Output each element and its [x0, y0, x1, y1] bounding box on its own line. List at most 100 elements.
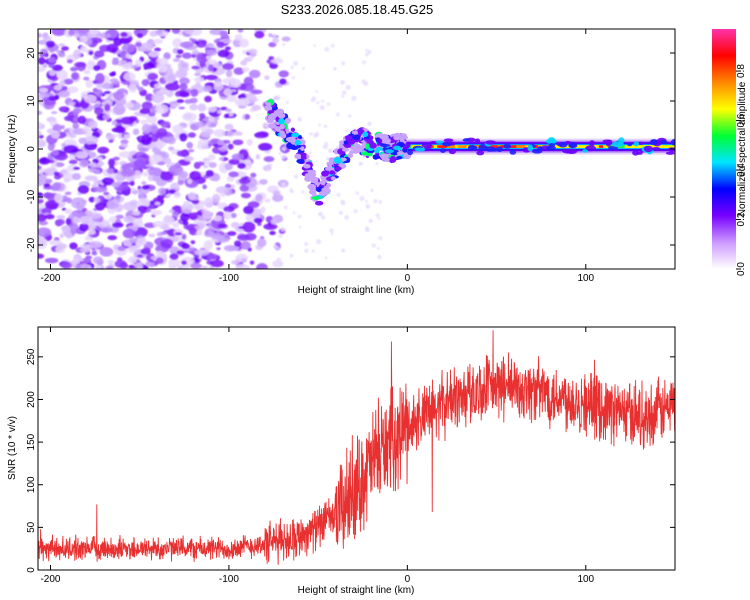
noise-blob: [194, 76, 205, 83]
noise-blob: [204, 159, 211, 165]
noise-blob: [176, 150, 185, 157]
noise-blob: [149, 166, 155, 171]
noise-blob: [230, 260, 240, 265]
page-title: S233.2026.085.18.45.G25: [280, 2, 434, 17]
noise-blob: [216, 41, 225, 48]
noise-blob: [72, 258, 81, 265]
noise-blob: [230, 212, 237, 219]
noise-blob: [155, 250, 164, 255]
noise-blob: [77, 29, 90, 34]
diagonal-tone: [264, 98, 412, 206]
tone-blob: [305, 173, 313, 179]
noise-blob: [79, 247, 91, 253]
noise-blob: [135, 262, 143, 269]
noise-blob: [311, 249, 315, 253]
noise-blob: [92, 256, 104, 265]
noise-blobs: [38, 29, 383, 269]
noise-blob: [99, 33, 111, 39]
tone-blob: [485, 140, 496, 145]
noise-blob: [178, 106, 186, 110]
tone-blob: [291, 132, 300, 138]
noise-blob: [223, 236, 230, 242]
noise-blob: [281, 146, 287, 152]
noise-blob: [353, 209, 358, 214]
noise-blob: [359, 195, 365, 201]
noise-blob: [38, 32, 43, 38]
noise-blob: [204, 197, 213, 204]
noise-blob: [340, 80, 345, 85]
noise-blob: [169, 253, 179, 260]
noise-blob: [255, 193, 263, 202]
noise-blob: [88, 196, 96, 203]
noise-blob: [54, 162, 65, 168]
noise-blob: [73, 33, 80, 38]
noise-blob: [106, 43, 119, 53]
y-tick-label: 10: [26, 95, 37, 107]
tone-blob: [352, 134, 361, 140]
noise-blob: [181, 233, 187, 240]
noise-blob: [233, 131, 243, 136]
noise-blob: [38, 213, 47, 222]
noise-blob: [217, 223, 228, 229]
noise-blob: [115, 214, 124, 219]
noise-blob: [58, 90, 71, 98]
noise-blob: [157, 161, 166, 166]
noise-blob: [375, 213, 380, 218]
noise-blob: [340, 199, 345, 205]
noise-blob: [158, 187, 167, 196]
noise-blob: [83, 76, 90, 81]
noise-blob: [140, 134, 152, 146]
noise-blob: [168, 209, 175, 214]
noise-blob: [181, 203, 193, 214]
tone-blob: [297, 135, 302, 140]
y-tick-label: 20: [26, 47, 37, 59]
spectrogram-y-ticks: -20 -10 0 10 20: [26, 47, 675, 252]
noise-blob: [183, 200, 191, 207]
noise-blob: [207, 64, 214, 72]
noise-blob: [315, 90, 318, 93]
noise-blob: [68, 223, 79, 231]
noise-blob: [156, 155, 164, 161]
noise-blob: [251, 104, 262, 111]
noise-blob: [141, 101, 153, 110]
noise-blob: [226, 130, 235, 137]
noise-blob: [187, 178, 193, 184]
noise-blob: [270, 218, 277, 225]
noise-blob: [74, 102, 83, 108]
noise-blob: [155, 104, 169, 114]
noise-blob: [73, 217, 83, 223]
noise-blob: [376, 247, 380, 250]
noise-blob: [228, 158, 240, 165]
noise-blob: [324, 142, 329, 146]
noise-blob: [114, 260, 127, 268]
noise-blob: [290, 65, 294, 70]
noise-blob: [72, 172, 82, 180]
tone-blob: [396, 151, 404, 156]
x-tick-label: -200: [40, 273, 60, 284]
noise-blob: [150, 205, 155, 209]
tone-blob: [582, 149, 588, 153]
noise-blob: [72, 122, 80, 129]
noise-blob: [228, 112, 234, 117]
noise-blob: [186, 141, 194, 149]
tone-blob: [320, 181, 326, 186]
tone-core: [550, 145, 561, 148]
tone-blob: [564, 140, 572, 145]
noise-blob: [40, 48, 48, 54]
noise-blob: [101, 219, 110, 227]
noise-blob: [249, 260, 255, 265]
noise-blob: [168, 257, 181, 269]
noise-blob: [44, 214, 55, 220]
noise-blob: [212, 215, 223, 222]
noise-blob: [176, 49, 184, 55]
noise-blob: [268, 42, 277, 48]
noise-blob: [272, 194, 284, 202]
noise-blob: [160, 231, 167, 236]
noise-blob: [273, 190, 281, 196]
noise-blob: [148, 233, 156, 238]
noise-blob: [54, 193, 64, 204]
noise-blob: [338, 210, 344, 215]
noise-blob: [77, 115, 87, 125]
tone-blob: [294, 153, 302, 160]
